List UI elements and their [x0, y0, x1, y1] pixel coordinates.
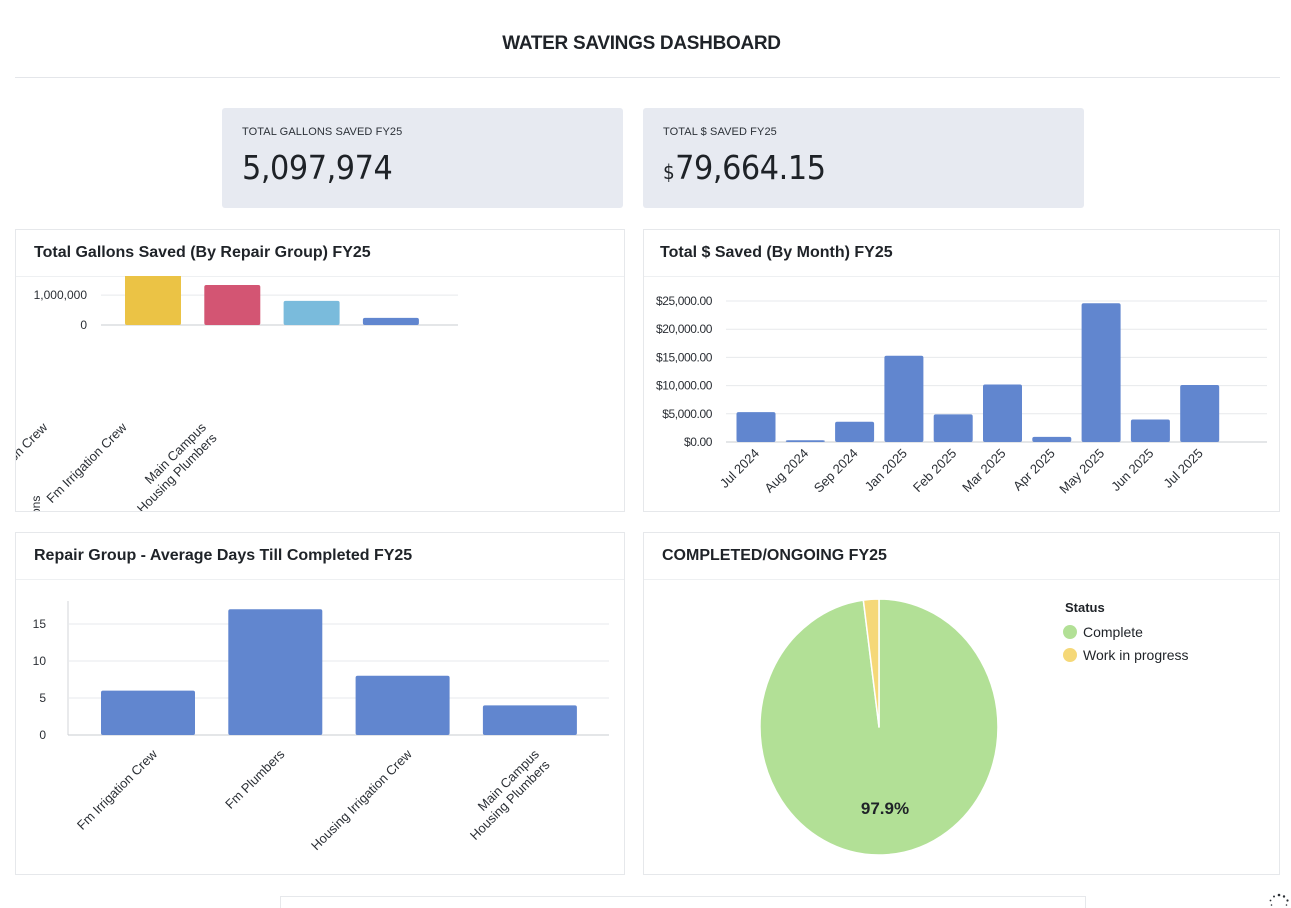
x-tick-label: May 2025 [1056, 446, 1107, 497]
y-tick-label: $25,000.00 [656, 294, 713, 308]
pie-slice [862, 598, 880, 728]
bar [884, 355, 924, 442]
kpi-dollars-card: TOTAL $ SAVED FY25 $79,664.15 [643, 108, 1084, 208]
x-tick-label: Main CampusHousing Plumbers [123, 419, 220, 511]
bar [1130, 419, 1170, 442]
kpi-dollars-label: TOTAL $ SAVED FY25 [663, 126, 777, 138]
panel-title-gallons-by-group: Total Gallons Saved (By Repair Group) FY… [34, 244, 371, 261]
chart-dollars-by-month: $0.00 $5,000.00 $10,000.00 $15,000.00 $20,00… [656, 294, 1267, 497]
kpi-dollars-currency: $ [663, 160, 675, 184]
x-tick-label: Fm Plumbers [222, 746, 288, 812]
legend-item-label: Work in progress [1083, 647, 1189, 663]
pie-data-label: 97.9% [861, 799, 909, 818]
panel-status: COMPLETED/ONGOING FY25 97.9% Status Comple… [643, 532, 1280, 875]
bar [835, 421, 875, 442]
x-tick-label: Main CampusHousing Plumbers [456, 746, 553, 843]
kpi-dollars-amount: 79,664.15 [675, 148, 826, 187]
panel-header: COMPLETED/ONGOING FY25 [644, 533, 1279, 580]
bar [228, 609, 323, 735]
legend-title: Status [1065, 600, 1105, 615]
panel-gallons-by-group: Total Gallons Saved (By Repair Group) FY… [15, 229, 625, 512]
bar [736, 412, 776, 442]
panel-title-dollars-by-month: Total $ Saved (By Month) FY25 [660, 244, 893, 261]
x-tick-label: Apr 2025 [1010, 446, 1058, 494]
panel-title-avg-days: Repair Group - Average Days Till Complet… [34, 547, 413, 564]
x-tick-label: Fm Irrigation Crew [74, 746, 161, 833]
legend-swatch [1063, 625, 1077, 639]
x-tick-label: Jul 2024 [717, 446, 762, 491]
legend-swatch [1063, 648, 1077, 662]
y-axis-title: Gallons [29, 496, 43, 511]
x-tick-label: Aug 2024 [761, 446, 811, 496]
y-tick-label: 15 [33, 617, 47, 631]
panel-header: Total $ Saved (By Month) FY25 [644, 230, 1279, 277]
y-tick-label: $10,000.00 [656, 379, 713, 393]
y-tick-label: $5,000.00 [662, 407, 713, 421]
kpi-gallons-value: 5,097,974 [242, 148, 393, 187]
x-tick-label: Feb 2025 [910, 446, 959, 495]
bar [1032, 436, 1072, 442]
next-panel-edge [280, 896, 1086, 908]
bar [101, 690, 195, 735]
y-tick-label: $20,000.00 [656, 322, 713, 336]
y-tick-label: 0 [80, 318, 87, 332]
x-tick-label: Jan 2025 [862, 446, 910, 494]
bar [204, 285, 261, 325]
panel-dollars-by-month: Total $ Saved (By Month) FY25 $0.00 $5,00… [643, 229, 1280, 512]
y-tick-label: 0 [39, 728, 46, 742]
y-tick-label: 1,000,000 [34, 288, 88, 302]
chart-avg-days: 0 5 10 15 Fm Irrigation Crew Fm Plumbers Housi… [33, 601, 609, 853]
x-tick-label: Housing Irrigation Crew [308, 746, 415, 853]
bar [933, 414, 973, 442]
panel-header: Total Gallons Saved (By Repair Group) FY… [16, 230, 624, 277]
bar [785, 440, 825, 442]
x-tick-label: Jul 2025 [1160, 446, 1205, 491]
y-tick-label: $15,000.00 [656, 350, 713, 364]
chart-status-pie: 97.9% Status Complete Work in progress [759, 598, 1189, 856]
x-tick-label: Mar 2025 [959, 446, 1008, 495]
dashboard-title: WATER SAVINGS DASHBOARD [502, 33, 781, 54]
kpi-dollars-value: $79,664.15 [663, 148, 826, 187]
x-tick-label: Jun 2025 [1108, 446, 1156, 494]
panel-title-status: COMPLETED/ONGOING FY25 [662, 547, 887, 564]
x-tick-label: Sep 2024 [811, 446, 861, 496]
bar [482, 705, 577, 735]
bar [983, 384, 1022, 442]
panel-avg-days: Repair Group - Average Days Till Complet… [15, 532, 625, 875]
legend-item-label: Complete [1083, 624, 1143, 640]
loading-spinner-icon [1269, 893, 1289, 906]
y-tick-label: 5 [39, 691, 46, 705]
bar [125, 276, 181, 325]
bar [355, 675, 450, 735]
kpi-gallons-label: TOTAL GALLONS SAVED FY25 [242, 126, 403, 138]
x-tick-label: Fm Irrigation Crew [43, 419, 130, 506]
y-tick-label: 10 [33, 654, 47, 668]
bar [362, 317, 419, 325]
y-tick-label: $0.00 [684, 435, 713, 449]
panel-header: Repair Group - Average Days Till Complet… [16, 533, 624, 580]
bar [1180, 385, 1220, 442]
bar [283, 300, 340, 325]
kpi-gallons-card: TOTAL GALLONS SAVED FY25 5,097,974 [222, 108, 623, 208]
bar [1081, 303, 1121, 442]
title-divider [15, 77, 1280, 78]
